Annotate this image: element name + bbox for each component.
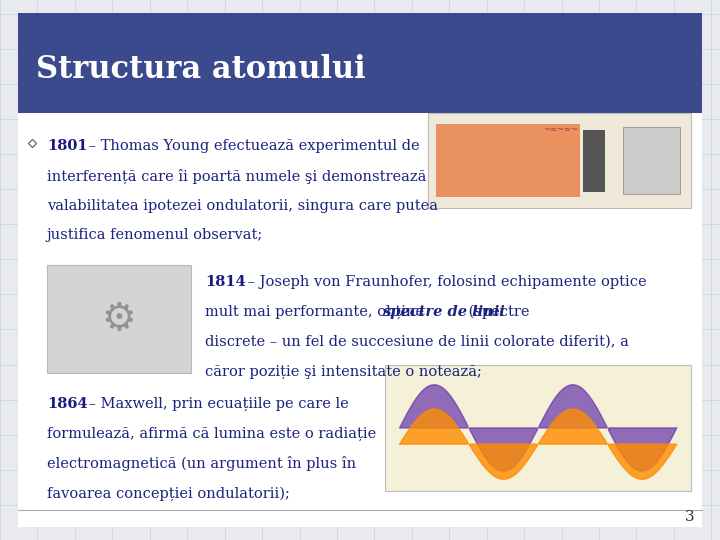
Text: – Joseph von Fraunhofer, folosind echipamente optice: – Joseph von Fraunhofer, folosind echipa… xyxy=(243,275,647,289)
Text: interferență care îi poartă numele şi demonstrează: interferență care îi poartă numele şi de… xyxy=(47,169,426,184)
Text: – Maxwell, prin ecuațiile pe care le: – Maxwell, prin ecuațiile pe care le xyxy=(84,397,349,411)
Text: (spectre: (spectre xyxy=(464,305,530,320)
Text: 1864: 1864 xyxy=(47,397,87,411)
Bar xyxy=(385,364,691,491)
Text: – Thomas Young efectuează experimentul de: – Thomas Young efectuează experimentul d… xyxy=(84,139,420,153)
Text: Structura atomului: Structura atomului xyxy=(36,53,366,85)
Bar xyxy=(47,265,191,373)
Text: formulează, afirmă că lumina este o radiație: formulează, afirmă că lumina este o radi… xyxy=(47,427,376,441)
Bar xyxy=(623,127,680,194)
Text: 1814: 1814 xyxy=(205,275,246,289)
Text: justifica fenomenul observat;: justifica fenomenul observat; xyxy=(47,228,263,242)
Text: valabilitatea ipotezei ondulatorii, singura care putea: valabilitatea ipotezei ondulatorii, sing… xyxy=(47,199,438,213)
Text: căror poziție şi intensitate o notează;: căror poziție şi intensitate o notează; xyxy=(205,364,482,379)
Text: ⚙: ⚙ xyxy=(102,300,136,338)
Bar xyxy=(18,113,702,526)
Text: favoarea concepției ondulatorii);: favoarea concepției ondulatorii); xyxy=(47,486,289,501)
Text: ~≈~≈~: ~≈~≈~ xyxy=(543,124,577,133)
Bar xyxy=(436,124,580,197)
Text: mult mai performante, obține: mult mai performante, obține xyxy=(205,305,429,319)
Text: 1801: 1801 xyxy=(47,139,87,153)
Bar xyxy=(583,130,605,192)
Text: electromagnetică (un argument în plus în: electromagnetică (un argument în plus în xyxy=(47,456,356,471)
Text: spectre de linii: spectre de linii xyxy=(382,305,504,319)
Text: 3: 3 xyxy=(685,510,695,524)
Bar xyxy=(18,14,702,113)
Text: discrete – un fel de succesiune de linii colorate diferit), a: discrete – un fel de succesiune de linii… xyxy=(205,335,629,349)
Bar xyxy=(428,113,691,208)
